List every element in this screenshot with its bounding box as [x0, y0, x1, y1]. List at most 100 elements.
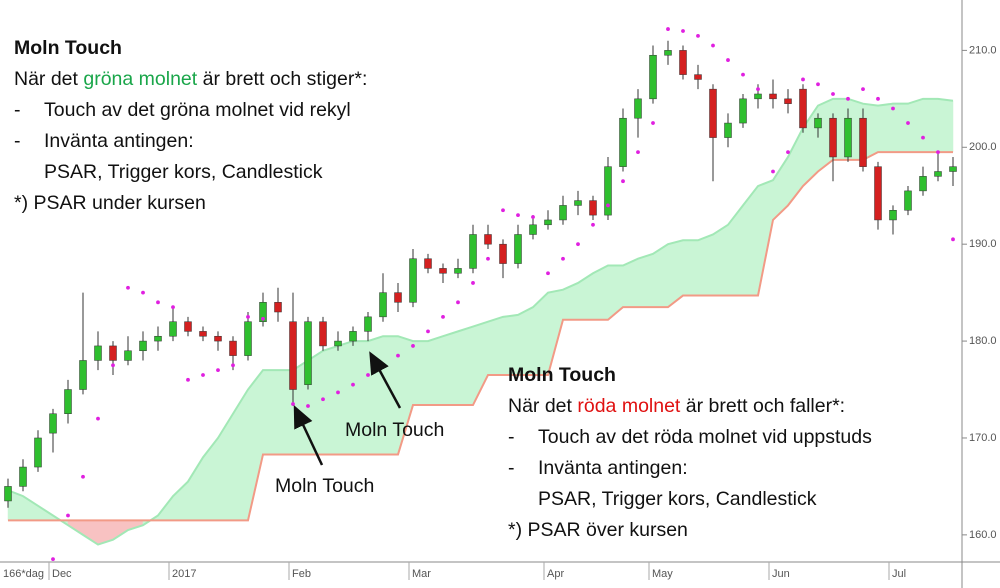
candle-body: [304, 321, 312, 385]
candle-body: [79, 360, 87, 390]
psar-dot: [771, 169, 775, 174]
cloud-fill: [427, 335, 444, 406]
x-tick-label: Apr: [547, 568, 564, 580]
list-item: - Invänta antingen:: [508, 453, 872, 484]
candle-body: [199, 331, 207, 337]
footnote: *) PSAR under kursen: [14, 192, 206, 214]
psar-dot: [231, 363, 235, 368]
candle-body: [184, 321, 192, 332]
candle-body: [424, 258, 432, 269]
continuation: PSAR, Trigger kors, Candlestick: [44, 161, 323, 183]
psar-dot: [141, 290, 145, 295]
cloud-fill: [907, 98, 924, 153]
psar-dot: [696, 33, 700, 38]
psar-dot: [471, 281, 475, 285]
cloud-fill: [247, 369, 264, 521]
candle-body: [34, 437, 42, 468]
psar-dot: [531, 215, 535, 219]
candle-body: [589, 200, 597, 216]
period-label: 166*dag: [3, 568, 44, 580]
candle-body: [229, 340, 237, 356]
candle-body: [784, 98, 792, 104]
psar-dot: [111, 363, 115, 368]
bullet: -: [14, 130, 21, 152]
candle-body: [649, 54, 657, 100]
candle-body: [604, 166, 612, 216]
psar-dot: [681, 29, 685, 33]
y-tick-label: 210.0: [969, 44, 997, 56]
cloud-fill: [472, 321, 489, 406]
cloud-fill: [577, 272, 594, 321]
candle-body: [844, 117, 852, 158]
psar-dot: [156, 300, 160, 305]
cloud-fill: [607, 265, 624, 321]
psar-dot: [756, 87, 760, 92]
x-tick-label: Jun: [772, 568, 790, 580]
arrow: [369, 351, 402, 409]
cloud-fill: [112, 520, 129, 541]
cloud-fill: [262, 369, 279, 455]
psar-dot: [561, 256, 565, 261]
candle-body: [694, 74, 702, 80]
cloud-fill: [892, 103, 909, 153]
candle-body: [859, 117, 867, 167]
intro-text: När det: [508, 395, 578, 417]
psar-dot: [381, 363, 385, 368]
psar-dot: [66, 513, 70, 518]
psar-dot: [291, 402, 295, 406]
intro-text: När det: [14, 68, 84, 90]
candle-body: [574, 200, 582, 206]
psar-dot: [726, 58, 730, 62]
candle-body: [934, 171, 942, 177]
candle-body: [619, 117, 627, 167]
cloud-fill: [787, 127, 804, 207]
cloud-line: [8, 151, 953, 522]
y-tick-label: 180.0: [969, 335, 997, 347]
candle-body: [334, 340, 342, 347]
x-tick-label: Dec: [52, 568, 72, 580]
psar-dot: [711, 43, 715, 48]
annotation: Moln Touch När det gröna molnet är brett …: [14, 33, 367, 219]
candle-body: [124, 350, 132, 361]
candle-body: [889, 210, 897, 221]
annotation-title: Moln Touch: [14, 37, 122, 59]
list-item: - Touch av det röda molnet vid uppstuds: [508, 422, 872, 453]
cloud-fill: [442, 331, 459, 406]
candle-body: [94, 345, 102, 361]
x-tick-label: Feb: [292, 568, 311, 580]
candle-body: [319, 321, 327, 347]
cloud-fill: [22, 495, 39, 521]
candle-body: [409, 258, 417, 303]
intro-text: är brett och stiger*:: [197, 68, 368, 90]
psar-dot: [636, 150, 640, 155]
candle-body: [364, 316, 372, 332]
psar-dot: [216, 368, 220, 373]
candle-body: [394, 292, 402, 303]
psar-dot: [186, 377, 190, 382]
x-tick-label: Jul: [892, 568, 906, 580]
candle-body: [739, 98, 747, 124]
cloud-fill: [637, 253, 654, 308]
candle-body: [274, 302, 282, 313]
psar-dot: [411, 344, 415, 348]
candle-body: [19, 466, 27, 487]
psar-dot: [876, 96, 880, 101]
candle-body: [949, 166, 957, 172]
psar-dot: [741, 72, 745, 77]
psar-dot: [171, 305, 175, 310]
annotation: Moln Touch När det röda molnet är brett o…: [508, 360, 872, 546]
candle-body: [64, 389, 72, 414]
candle-body: [769, 93, 777, 100]
psar-dot: [201, 373, 205, 377]
cloud-fill: [457, 326, 474, 406]
candle-body: [244, 321, 252, 356]
psar-dot: [456, 300, 460, 305]
psar-dot: [336, 390, 340, 395]
psar-dot: [246, 314, 250, 319]
y-tick-label: 170.0: [969, 432, 997, 444]
bullet: -: [508, 426, 515, 448]
cloud-fill: [727, 204, 744, 296]
psar-dot: [426, 329, 430, 334]
psar-dot: [321, 397, 325, 402]
candle-body: [529, 224, 537, 235]
